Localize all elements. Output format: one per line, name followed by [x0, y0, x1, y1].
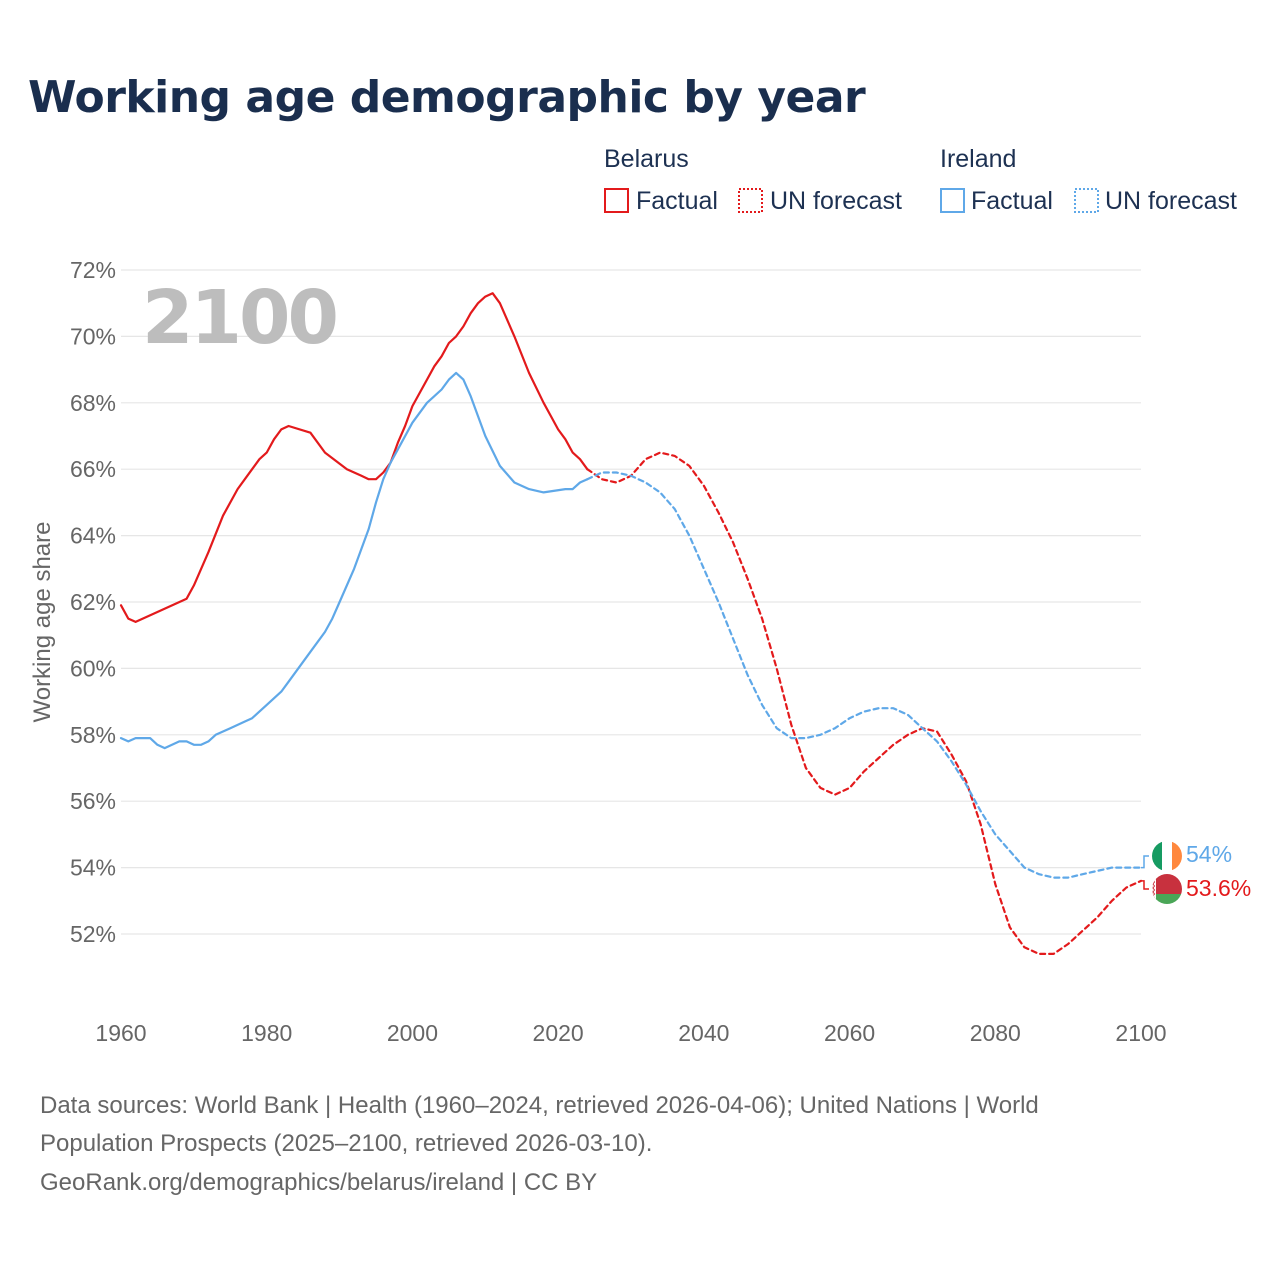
belarus-label-connector: [1141, 880, 1149, 890]
y-tick-label: 62%: [70, 589, 116, 615]
y-axis-label: Working age share: [29, 522, 56, 723]
ireland-end-value: 54%: [1186, 841, 1232, 867]
y-tick-label: 56%: [70, 788, 116, 814]
y-tick-label: 52%: [70, 921, 116, 947]
x-tick-label: 2020: [533, 1020, 584, 1046]
ireland-label-connector: [1141, 855, 1149, 869]
legend-swatch-belarus-forecast: [738, 188, 763, 213]
legend-label-ireland-forecast: UN forecast: [1105, 187, 1237, 215]
gridlines: [121, 269, 1141, 935]
x-tick-label: 1980: [241, 1020, 292, 1046]
series-line-belarus-factual: [119, 292, 589, 624]
y-tick-label: 72%: [70, 257, 116, 283]
legend-swatch-ireland-forecast: [1074, 188, 1099, 213]
legend-group-belarus: Belarus: [604, 145, 689, 173]
series-lines: [119, 292, 1143, 956]
footer-sources-line2: Population Prospects (2025–2100, retriev…: [40, 1130, 652, 1157]
y-tick-label: 58%: [70, 722, 116, 748]
legend-group-ireland: Ireland: [940, 145, 1016, 173]
chart-title: Working age demographic by year: [28, 72, 866, 123]
end-labels: 54% 53.6%: [1141, 841, 1251, 904]
legend-swatch-ireland-factual: [940, 188, 965, 213]
x-tick-label: 2080: [970, 1020, 1021, 1046]
legend: Belarus Factual UN forecast Ireland Fact…: [604, 145, 1237, 215]
y-tick-label: 68%: [70, 390, 116, 416]
y-tick-label: 64%: [70, 523, 116, 549]
x-tick-label: 2000: [387, 1020, 438, 1046]
y-tick-label: 70%: [70, 323, 116, 349]
legend-label-belarus-forecast: UN forecast: [770, 187, 902, 215]
y-tick-label: 66%: [70, 456, 116, 482]
x-tick-label: 2100: [1115, 1020, 1166, 1046]
y-tick-label: 54%: [70, 855, 116, 881]
y-axis-ticks: 52% 54% 56% 58% 60% 62% 64% 66% 68% 70% 72%: [70, 257, 116, 947]
legend-swatch-belarus-factual: [604, 188, 629, 213]
footer-sources-line1: Data sources: World Bank | Health (1960–…: [40, 1092, 1039, 1119]
x-tick-label: 2060: [824, 1020, 875, 1046]
belarus-flag-icon: [1152, 874, 1182, 904]
series-line-ireland-factual: [119, 371, 589, 750]
x-axis-ticks: 1960 1980 2000 2020 2040 2060 2080 2100: [95, 1020, 1166, 1046]
x-tick-label: 1960: [95, 1020, 146, 1046]
ireland-flag-icon: [1152, 841, 1182, 871]
current-year-display: 2100: [142, 275, 336, 361]
footer-attribution: GeoRank.org/demographics/belarus/ireland…: [40, 1169, 597, 1196]
series-line-belarus-forecast: [586, 451, 1143, 956]
legend-label-ireland-factual: Factual: [971, 187, 1053, 215]
y-tick-label: 60%: [70, 655, 116, 681]
belarus-end-value: 53.6%: [1186, 875, 1251, 901]
x-tick-label: 2040: [678, 1020, 729, 1046]
legend-label-belarus-factual: Factual: [636, 187, 718, 215]
series-line-ireland-forecast: [586, 471, 1143, 879]
